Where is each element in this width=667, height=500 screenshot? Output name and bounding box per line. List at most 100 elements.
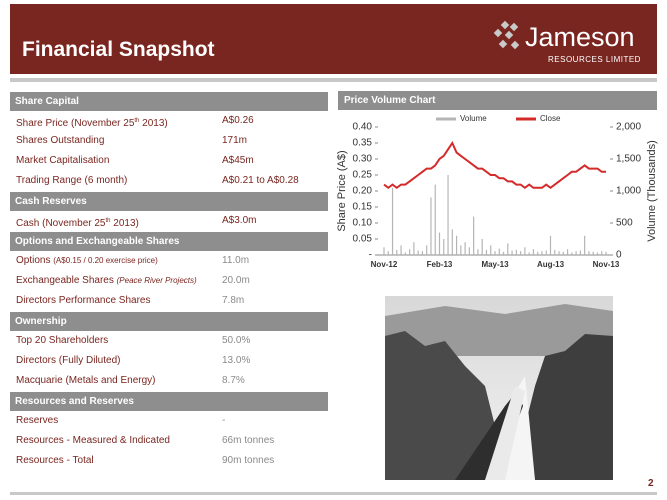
table-row: Macquarie (Metals and Energy) 8.7% bbox=[10, 371, 328, 391]
volume-bar bbox=[391, 187, 394, 255]
volume-bar bbox=[413, 242, 415, 255]
row-value: A$45m bbox=[222, 155, 254, 166]
volume-bar bbox=[498, 248, 500, 255]
volume-bar bbox=[575, 251, 577, 255]
volume-bar bbox=[554, 249, 556, 255]
volume-bar bbox=[426, 245, 428, 255]
x-tick-label: Nov-12 bbox=[371, 260, 398, 269]
label-part: th bbox=[105, 218, 111, 224]
volume-bar bbox=[443, 239, 445, 255]
row-value: - bbox=[222, 415, 226, 426]
slide-title: Financial Snapshot bbox=[22, 38, 215, 61]
row-value: 171m bbox=[222, 135, 248, 146]
footer-rule bbox=[10, 492, 657, 495]
table-row: Shares Outstanding 171m bbox=[10, 131, 328, 151]
volume-bar bbox=[507, 243, 509, 255]
volume-bar bbox=[417, 250, 419, 255]
row-label: Directors (Fully Diluted) bbox=[16, 351, 120, 371]
table-row: Market Capitalisation A$45m bbox=[10, 151, 328, 171]
volume-bar bbox=[473, 216, 475, 255]
chart: - 0.05 0.10 0.15 0.20 0.25 0.30 0.35 0.40 0 500 1,0… bbox=[336, 114, 658, 269]
volume-bar bbox=[455, 235, 458, 255]
volume-bar bbox=[537, 251, 539, 255]
label-part: (A$0.15 / 0.20 exercise price) bbox=[53, 256, 158, 265]
volume-bar bbox=[562, 251, 564, 255]
row-label: Top 20 Shareholders bbox=[16, 331, 108, 351]
row-label: Shares Outstanding bbox=[16, 131, 104, 151]
section-header: Options and Exchangeable Shares bbox=[10, 232, 328, 251]
legend-label: Close bbox=[540, 114, 561, 123]
label-part: Reserves bbox=[16, 415, 59, 426]
label-part: (Peace River Projects) bbox=[116, 276, 197, 285]
volume-bar bbox=[532, 249, 535, 255]
label-part: 2013) bbox=[110, 218, 139, 229]
table-row: Share Price (November 25th 2013) A$0.26 bbox=[10, 111, 328, 131]
y2-axis-label: Volume (Thousands) bbox=[646, 140, 658, 242]
volume-bar bbox=[571, 252, 573, 255]
row-label: Options (A$0.15 / 0.20 exercise price) bbox=[16, 251, 158, 271]
table-row: Directors (Fully Diluted) 13.0% bbox=[10, 351, 328, 371]
volume-bar bbox=[528, 252, 530, 255]
row-label: Trading Range (6 month) bbox=[16, 171, 127, 191]
divider bbox=[10, 78, 657, 82]
volume-bar bbox=[490, 245, 492, 255]
row-value: A$0.21 to A$0.28 bbox=[222, 175, 299, 186]
volume-bar bbox=[579, 250, 581, 255]
volume-bar bbox=[601, 251, 603, 255]
y-tick-label: - bbox=[369, 250, 372, 261]
row-label: Exchangeable Shares (Peace River Project… bbox=[16, 271, 197, 291]
x-tick-label: May-13 bbox=[481, 260, 509, 269]
row-label: Cash (November 25th 2013) bbox=[16, 211, 139, 234]
volume-bar bbox=[404, 252, 406, 255]
label-part: Top 20 Shareholders bbox=[16, 335, 109, 346]
row-label: Resources - Total bbox=[16, 451, 94, 471]
y-tick-label: 0.20 bbox=[353, 186, 373, 197]
label-part: Cash (November 25 bbox=[16, 218, 106, 229]
table-row: Resources - Total 90m tonnes bbox=[10, 451, 328, 471]
volume-bar bbox=[434, 184, 436, 255]
volume-bar bbox=[515, 249, 517, 255]
section-header: Cash Reserves bbox=[10, 192, 328, 211]
y-tick-label: 0.10 bbox=[353, 218, 373, 229]
volume-bar bbox=[605, 251, 607, 255]
volume-bar bbox=[460, 245, 462, 255]
volume-bar bbox=[566, 249, 569, 255]
x-tick-label: Feb-13 bbox=[427, 260, 453, 269]
logo-name: Jameson bbox=[525, 22, 635, 52]
label-part: th bbox=[134, 118, 140, 124]
legend-label: Volume bbox=[460, 114, 487, 123]
volume-bar bbox=[451, 229, 453, 255]
volume-bar bbox=[545, 250, 547, 255]
logo-subtitle: RESOURCES LIMITED bbox=[548, 55, 641, 64]
volume-bar bbox=[592, 251, 594, 255]
label-part: 2013) bbox=[139, 118, 168, 129]
y-tick-label: 0.05 bbox=[353, 234, 373, 245]
volume-bar bbox=[477, 249, 479, 255]
y-tick-label: 0.40 bbox=[353, 122, 373, 133]
volume-bar bbox=[588, 251, 590, 255]
table-row: Top 20 Shareholders 50.0% bbox=[10, 331, 328, 351]
volume-bar bbox=[430, 197, 432, 255]
volume-bar bbox=[511, 250, 513, 255]
y2-tick-label: 1,000 bbox=[616, 186, 641, 197]
volume-bar bbox=[409, 249, 411, 255]
y2-tick-label: 0 bbox=[616, 250, 622, 261]
volume-bar bbox=[549, 235, 552, 255]
row-value: A$0.26 bbox=[222, 115, 254, 126]
row-label: Share Price (November 25th 2013) bbox=[16, 111, 168, 134]
table-row: Directors Performance Shares 7.8m bbox=[10, 291, 328, 311]
label-part: Exchangeable Shares bbox=[16, 275, 117, 286]
volume-bar bbox=[464, 242, 466, 255]
volume-bar bbox=[485, 249, 488, 255]
y2-tick-label: 2,000 bbox=[616, 122, 641, 133]
row-value: 8.7% bbox=[222, 375, 245, 386]
volume-bar bbox=[481, 239, 483, 255]
volume-bar bbox=[421, 251, 424, 255]
label-part: Shares Outstanding bbox=[16, 135, 105, 146]
snapshot-table: Share Capital Share Price (November 25th … bbox=[10, 91, 328, 471]
y2-tick-label: 1,500 bbox=[616, 154, 641, 165]
label-part: Market Capitalisation bbox=[16, 155, 110, 166]
volume-bar bbox=[541, 251, 543, 255]
volume-bar bbox=[596, 252, 599, 255]
